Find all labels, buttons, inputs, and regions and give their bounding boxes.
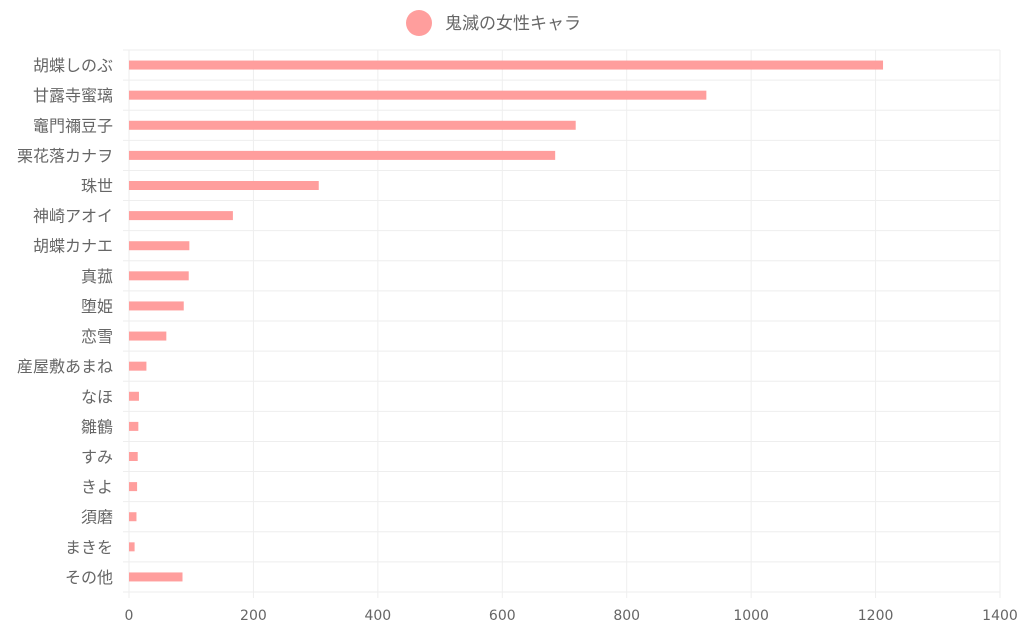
category-label: まきを xyxy=(65,538,113,557)
category-label: 神崎アオイ xyxy=(33,207,113,226)
bar[interactable] xyxy=(129,90,707,100)
x-tick-label: 1000 xyxy=(733,608,769,624)
legend-swatch xyxy=(406,10,432,36)
bar[interactable] xyxy=(129,211,233,221)
category-label: 胡蝶しのぶ xyxy=(33,56,113,75)
bar[interactable] xyxy=(129,271,189,281)
category-label: 栗花落カナヲ xyxy=(17,146,113,165)
category-labels: 胡蝶しのぶ甘露寺蜜璃竈門禰豆子栗花落カナヲ珠世神崎アオイ胡蝶カナエ真菰堕姫恋雪産… xyxy=(17,56,113,587)
bar[interactable] xyxy=(129,60,884,70)
category-label: 須磨 xyxy=(81,508,113,527)
legend[interactable]: 鬼滅の女性キャラ xyxy=(406,10,581,36)
category-label: きよ xyxy=(81,478,113,497)
legend-label: 鬼滅の女性キャラ xyxy=(445,14,581,34)
category-label: すみ xyxy=(81,448,113,467)
category-label: 産屋敷あまね xyxy=(17,357,113,376)
bar[interactable] xyxy=(129,452,138,461)
bar[interactable] xyxy=(129,301,184,311)
category-label: 竈門禰豆子 xyxy=(33,116,113,135)
x-tick-label: 600 xyxy=(489,608,516,624)
category-label: なほ xyxy=(81,387,113,406)
category-label: その他 xyxy=(65,568,113,587)
x-tick-label: 1200 xyxy=(858,608,894,624)
category-label: 胡蝶カナエ xyxy=(33,237,113,256)
bar[interactable] xyxy=(129,150,556,160)
category-label: 甘露寺蜜璃 xyxy=(33,86,113,105)
category-label: 堕姫 xyxy=(81,297,113,316)
x-tick-label: 1400 xyxy=(982,608,1018,624)
x-tick-label: 200 xyxy=(240,608,267,624)
bar[interactable] xyxy=(129,482,138,492)
bar[interactable] xyxy=(129,241,190,251)
bar[interactable] xyxy=(129,421,139,431)
bar[interactable] xyxy=(129,572,183,582)
category-label: 珠世 xyxy=(81,177,113,196)
bar[interactable] xyxy=(129,542,135,552)
x-tick-label: 400 xyxy=(364,608,391,624)
bar[interactable] xyxy=(129,361,147,371)
category-label: 真菰 xyxy=(81,267,113,286)
bar[interactable] xyxy=(129,391,139,401)
bar[interactable] xyxy=(129,512,137,522)
x-tick-label: 0 xyxy=(125,608,134,624)
bar[interactable] xyxy=(129,181,319,190)
x-tick-label: 800 xyxy=(613,608,640,624)
grid xyxy=(123,49,1001,598)
bar[interactable] xyxy=(129,120,576,130)
bar[interactable] xyxy=(129,331,167,341)
x-axis-ticks: 0 200 400 600 800 1000 1200 1400 xyxy=(125,608,1018,624)
category-label: 雛鶴 xyxy=(81,417,113,436)
bars xyxy=(129,60,884,582)
category-label: 恋雪 xyxy=(81,327,113,346)
